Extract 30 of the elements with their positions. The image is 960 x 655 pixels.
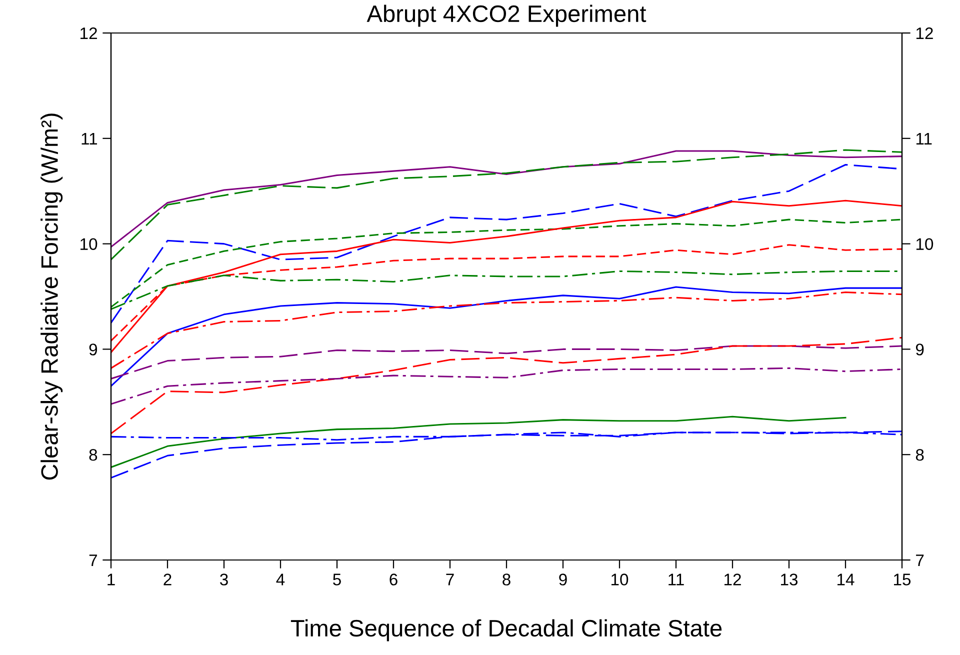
x-tick-label: 10 — [612, 574, 628, 586]
y-axis-title: Clear-sky Radiative Forcing (W/m²) — [40, 114, 63, 480]
x-tick-label: 6 — [390, 574, 398, 586]
x-tick-label: 3 — [220, 574, 228, 586]
x-tick-label: 4 — [276, 574, 285, 586]
x-axis-title: Time Sequence of Decadal Climate State — [290, 619, 722, 642]
x-tick-label: 15 — [894, 574, 911, 586]
x-tick-label: 11 — [668, 574, 684, 586]
x-tick-label: 5 — [333, 574, 341, 586]
x-tick-label: 13 — [781, 574, 798, 586]
y-tick-label: 10 — [80, 238, 98, 250]
x-tick-label: 14 — [838, 574, 854, 586]
y2-tick-label: 12 — [916, 27, 933, 40]
x-tick-label: 1 — [108, 574, 115, 586]
y-tick-label: 12 — [80, 27, 97, 40]
x-tick-label: 7 — [446, 574, 454, 586]
x-tick-label: 2 — [164, 574, 172, 586]
chart-title: Abrupt 4XCO2 Experiment — [366, 4, 646, 27]
y2-tick-label: 9 — [916, 344, 924, 356]
x-tick-label: 9 — [559, 574, 567, 586]
y-tick-label: 9 — [89, 344, 98, 356]
y2-tick-label: 11 — [916, 132, 932, 144]
y-tick-label: 8 — [89, 449, 98, 461]
y2-tick-label: 7 — [916, 554, 924, 566]
y2-tick-label: 10 — [916, 238, 934, 250]
y-tick-label: 7 — [89, 554, 97, 566]
y-tick-label: 11 — [82, 132, 97, 144]
x-tick-label: 12 — [724, 574, 741, 586]
x-tick-label: 8 — [502, 574, 510, 586]
y2-tick-label: 8 — [916, 449, 924, 461]
